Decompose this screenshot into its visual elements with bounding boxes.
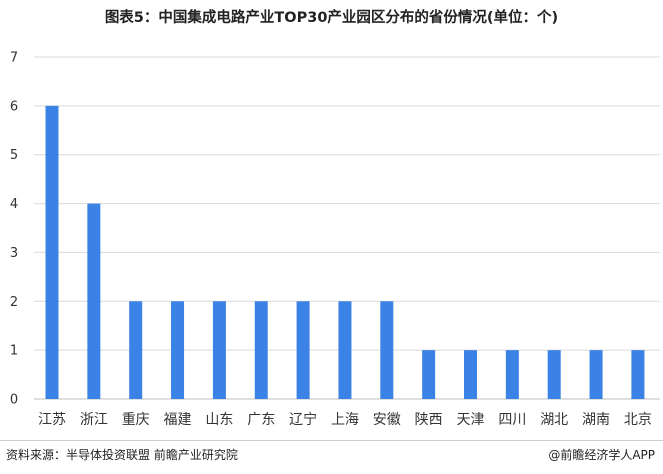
x-tick-label: 天津 xyxy=(457,412,485,428)
bar xyxy=(254,301,268,399)
y-tick-label: 5 xyxy=(10,148,18,163)
y-tick-label: 4 xyxy=(10,197,18,212)
bar xyxy=(129,301,143,399)
bar xyxy=(422,350,436,399)
bar xyxy=(380,301,394,399)
source-note: 资料来源：半导体投资联盟 前瞻产业研究院 xyxy=(6,448,238,462)
bar xyxy=(589,350,603,399)
bar xyxy=(631,350,645,399)
y-tick-label: 6 xyxy=(10,99,18,114)
x-tick-label: 四川 xyxy=(498,412,526,428)
bars xyxy=(45,105,645,399)
x-tick-label: 湖北 xyxy=(540,412,568,428)
x-tick-label: 山东 xyxy=(205,412,233,428)
x-tick-label: 安徽 xyxy=(373,412,401,428)
x-tick-label: 湖南 xyxy=(582,412,610,428)
bar xyxy=(212,301,226,399)
x-tick-label: 北京 xyxy=(624,412,652,428)
x-axis-labels: 江苏 浙江 重庆 福建 山东 广东 辽宁 上海 安徽 陕西 天津 四川 湖北 湖南 北京 xyxy=(38,411,652,428)
y-tick-label: 7 xyxy=(10,51,18,66)
y-tick-label: 3 xyxy=(10,246,18,261)
bar xyxy=(45,105,59,399)
x-tick-label: 重庆 xyxy=(122,412,150,428)
y-tick-label: 2 xyxy=(10,295,18,310)
y-axis-ticks: 0 1 2 3 4 5 6 7 xyxy=(10,51,18,408)
x-tick-label: 广东 xyxy=(247,412,275,428)
bar xyxy=(547,350,561,399)
bar xyxy=(464,350,477,399)
chart-title: 图表5：中国集成电路产业TOP30产业园区分布的省份情况(单位：个) xyxy=(104,10,559,26)
x-tick-label: 福建 xyxy=(164,412,192,428)
x-tick-label: 辽宁 xyxy=(289,411,317,428)
brand-credit: @前瞻经济学人APP xyxy=(548,448,655,462)
bar xyxy=(505,350,519,399)
y-tick-label: 0 xyxy=(10,393,18,408)
bar xyxy=(87,203,101,399)
bar xyxy=(171,301,185,399)
y-tick-label: 1 xyxy=(10,344,18,359)
bar xyxy=(296,301,310,399)
x-tick-label: 浙江 xyxy=(80,412,108,428)
footer-divider xyxy=(0,440,663,441)
x-tick-label: 陕西 xyxy=(415,412,443,428)
x-tick-label: 江苏 xyxy=(38,412,66,428)
x-tick-label: 上海 xyxy=(331,412,359,428)
bar xyxy=(338,301,352,399)
